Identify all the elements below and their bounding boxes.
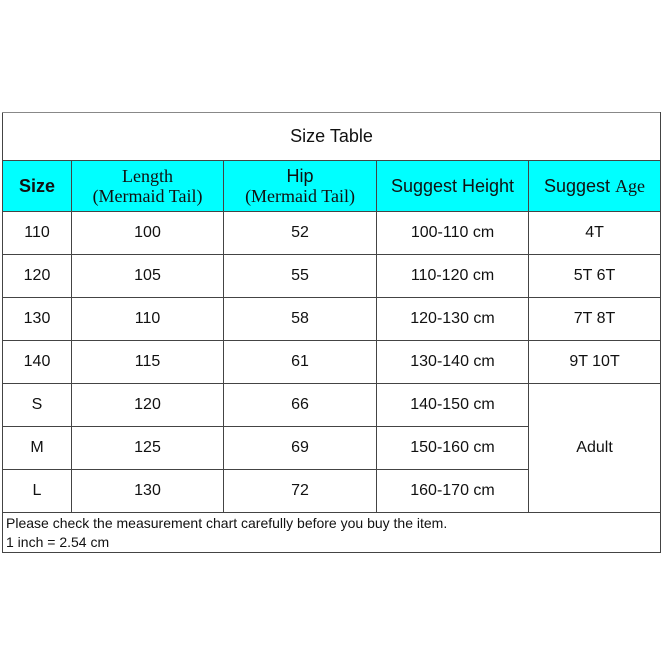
cell-size: 120 [2, 254, 72, 298]
note: Please check the measurement chart caref… [1, 512, 662, 553]
table-row: M 125 69 150-160 cm [2, 426, 661, 470]
header-age-a: Suggest [543, 176, 611, 196]
cell-length: 120 [71, 383, 224, 427]
cell-size: 110 [2, 211, 72, 255]
cell-hip: 66 [223, 383, 377, 427]
cell-height: 130-140 cm [376, 340, 529, 384]
header-hip: Hip (Mermaid Tail) [223, 160, 377, 212]
header-row: Size Length (Mermaid Tail) Hip (Mermaid Ta… [2, 160, 662, 212]
header-hip-sub: (Mermaid Tail) [245, 186, 355, 206]
cell-hip: 52 [223, 211, 377, 255]
cell-length: 105 [71, 254, 224, 298]
table-row: L 130 72 160-170 cm [2, 469, 661, 513]
header-length: Length (Mermaid Tail) [71, 160, 224, 212]
cell-size: 130 [2, 297, 72, 341]
cell-age: 4T [527, 211, 662, 255]
table-row: 140 115 61 130-140 cm 9T 10T [2, 340, 662, 384]
table-row: S 120 66 140-150 cm Adult [2, 383, 662, 513]
cell-height: 160-170 cm [376, 469, 529, 513]
table-row: 110 100 52 100-110 cm 4T [2, 211, 662, 255]
cell-height: 140-150 cm [376, 383, 529, 427]
table-row: 130 110 58 120-130 cm 7T 8T [2, 297, 662, 341]
cell-size: L [2, 469, 72, 513]
cell-height: 150-160 cm [376, 426, 529, 470]
size-table: Size Table Size Length (Mermaid Tail) Hip… [1, 112, 662, 553]
table-title: Size Table [1, 112, 662, 161]
cell-age: 9T 10T [527, 340, 662, 384]
cell-height: 110-120 cm [376, 254, 529, 298]
cell-age: 7T 8T [527, 297, 662, 341]
cell-size: 140 [2, 340, 72, 384]
cell-size: M [2, 426, 72, 470]
header-age: Suggest Age [527, 160, 662, 212]
header-age-b: Age [615, 176, 646, 196]
cell-hip: 55 [223, 254, 377, 298]
note-line-1: Please check the measurement chart caref… [6, 514, 448, 531]
cell-hip: 61 [223, 340, 377, 384]
cell-hip: 69 [223, 426, 377, 470]
header-height: Suggest Height [376, 160, 529, 212]
note-row: Please check the measurement chart caref… [1, 512, 662, 553]
cell-length: 130 [71, 469, 224, 513]
cell-height: 100-110 cm [376, 211, 529, 255]
cell-length: 115 [71, 340, 224, 384]
cell-age: 5T 6T [527, 254, 662, 298]
cell-length: 125 [71, 426, 224, 470]
header-length-sub: (Mermaid Tail) [92, 186, 203, 206]
header-length-label: Length [122, 166, 173, 186]
table-row: 120 105 55 110-120 cm 5T 6T [2, 254, 662, 298]
cell-length: 100 [71, 211, 224, 255]
cell-hip: 72 [223, 469, 377, 513]
cell-length: 110 [71, 297, 224, 341]
note-line-2: 1 inch = 2.54 cm [6, 533, 110, 550]
cell-age: Adult [527, 383, 662, 513]
cell-size: S [2, 383, 72, 427]
header-size: Size [2, 160, 72, 212]
cell-height: 120-130 cm [376, 297, 529, 341]
header-hip-label: Hip [286, 166, 314, 186]
cell-hip: 58 [223, 297, 377, 341]
